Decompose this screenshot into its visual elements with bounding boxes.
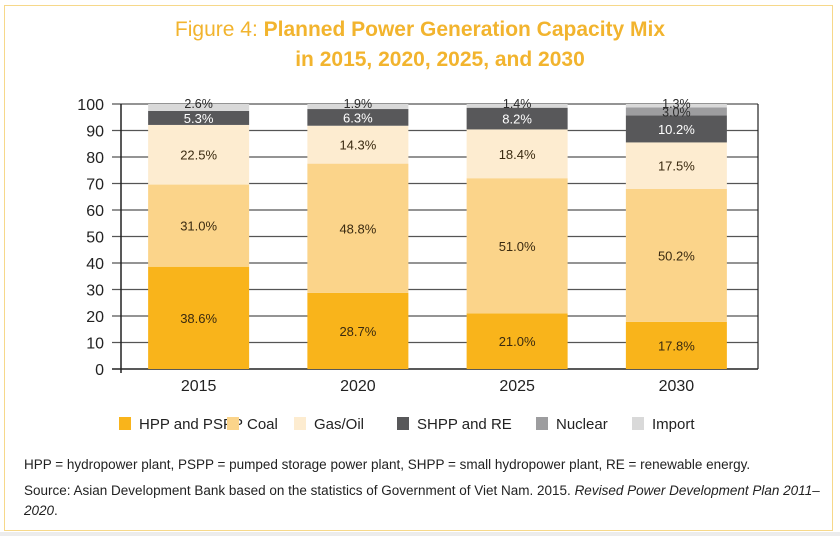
bar-segment	[625, 107, 727, 116]
data-label: 21.0%	[499, 334, 536, 349]
y-tick-label: 100	[77, 97, 104, 114]
data-label: 3.0%	[662, 105, 691, 119]
legend-swatch	[536, 417, 548, 430]
data-label: 17.8%	[658, 338, 695, 353]
bar-segment	[466, 313, 568, 369]
y-tick-label: 70	[86, 177, 104, 194]
x-tick-label: 2015	[181, 378, 217, 395]
bar-segment	[625, 104, 727, 108]
bar-segment	[307, 163, 409, 293]
y-tick-label: 40	[86, 256, 104, 273]
bar-segment	[466, 129, 568, 179]
legend-label: Coal	[247, 416, 278, 433]
x-tick-label: 2020	[340, 378, 376, 395]
bar-segment	[466, 107, 568, 130]
data-label: 1.3%	[662, 97, 691, 111]
y-tick-label: 60	[86, 203, 104, 220]
bar-segment	[307, 125, 409, 164]
data-label: 1.9%	[344, 97, 373, 111]
x-tick-label: 2025	[499, 378, 535, 395]
figure-frame	[4, 5, 833, 531]
bar-segment	[625, 321, 727, 369]
bar-segment	[148, 104, 250, 111]
legend-swatch	[227, 417, 239, 430]
y-tick-label: 80	[86, 150, 104, 167]
data-label: 6.3%	[343, 110, 373, 125]
figure-notes: HPP = hydropower plant, PSPP = pumped st…	[24, 455, 824, 521]
data-label: 8.2%	[502, 112, 532, 127]
bar-segment	[307, 104, 409, 110]
bar-segment	[625, 142, 727, 189]
y-tick-label: 30	[86, 283, 104, 300]
data-label: 5.3%	[184, 111, 214, 126]
legend-swatch	[294, 417, 306, 430]
bar-segment	[148, 184, 250, 267]
y-tick-label: 0	[95, 362, 104, 379]
data-label: 17.5%	[658, 159, 695, 174]
y-tick-label: 10	[86, 336, 104, 353]
data-label: 10.2%	[658, 122, 695, 137]
stacked-bar-chart: 010203040506070809010038.6%31.0%22.5%5.3…	[77, 97, 759, 433]
legend-swatch	[397, 417, 409, 430]
page-bottom-strip	[0, 532, 840, 536]
source-suffix: .	[54, 503, 58, 518]
bar-segment	[625, 188, 727, 322]
data-label: 2.6%	[184, 97, 213, 111]
data-label: 31.0%	[180, 219, 217, 234]
x-tick-label: 2030	[659, 378, 695, 395]
bar-segment	[148, 110, 250, 125]
figure-title-line1: Figure 4: Planned Power Generation Capac…	[0, 16, 840, 44]
bar-segment	[148, 266, 250, 369]
y-tick-label: 50	[86, 230, 104, 247]
data-label: 14.3%	[339, 138, 376, 153]
data-label: 48.8%	[339, 221, 376, 236]
legend-label: Gas/Oil	[314, 416, 364, 433]
legend-label: SHPP and RE	[417, 416, 512, 433]
bar-segment	[307, 109, 409, 126]
legend-swatch	[119, 417, 131, 430]
legend-label: Import	[652, 416, 695, 433]
data-label: 28.7%	[339, 324, 376, 339]
source-prefix: Source: Asian Development Bank based on …	[24, 483, 575, 498]
data-label: 50.2%	[658, 248, 695, 263]
source-title: Revised Power Development Plan 2011–2020	[24, 483, 820, 518]
data-label: 1.4%	[503, 97, 532, 111]
data-label: 51.0%	[499, 239, 536, 254]
data-label: 18.4%	[499, 147, 536, 162]
bar-segment	[466, 178, 568, 314]
figure-label: Figure 4:	[174, 18, 258, 41]
bar-segment	[625, 115, 727, 143]
data-label: 38.6%	[180, 311, 217, 326]
figure-title-line2: in 2015, 2020, 2025, and 2030	[295, 48, 585, 71]
abbreviations-note: HPP = hydropower plant, PSPP = pumped st…	[24, 457, 751, 472]
legend-swatch	[632, 417, 644, 430]
data-label: 22.5%	[180, 148, 217, 163]
y-tick-label: 90	[86, 124, 104, 141]
figure-title: Planned Power Generation Capacity Mix	[263, 18, 666, 41]
legend-label: HPP and PSPP	[139, 416, 243, 433]
y-tick-label: 20	[86, 309, 104, 326]
legend-label: Nuclear	[556, 416, 608, 433]
source-note: Source: Asian Development Bank based on …	[24, 481, 824, 521]
bar-segment	[307, 292, 409, 369]
bar-segment	[466, 104, 568, 108]
bar-segment	[148, 124, 250, 185]
